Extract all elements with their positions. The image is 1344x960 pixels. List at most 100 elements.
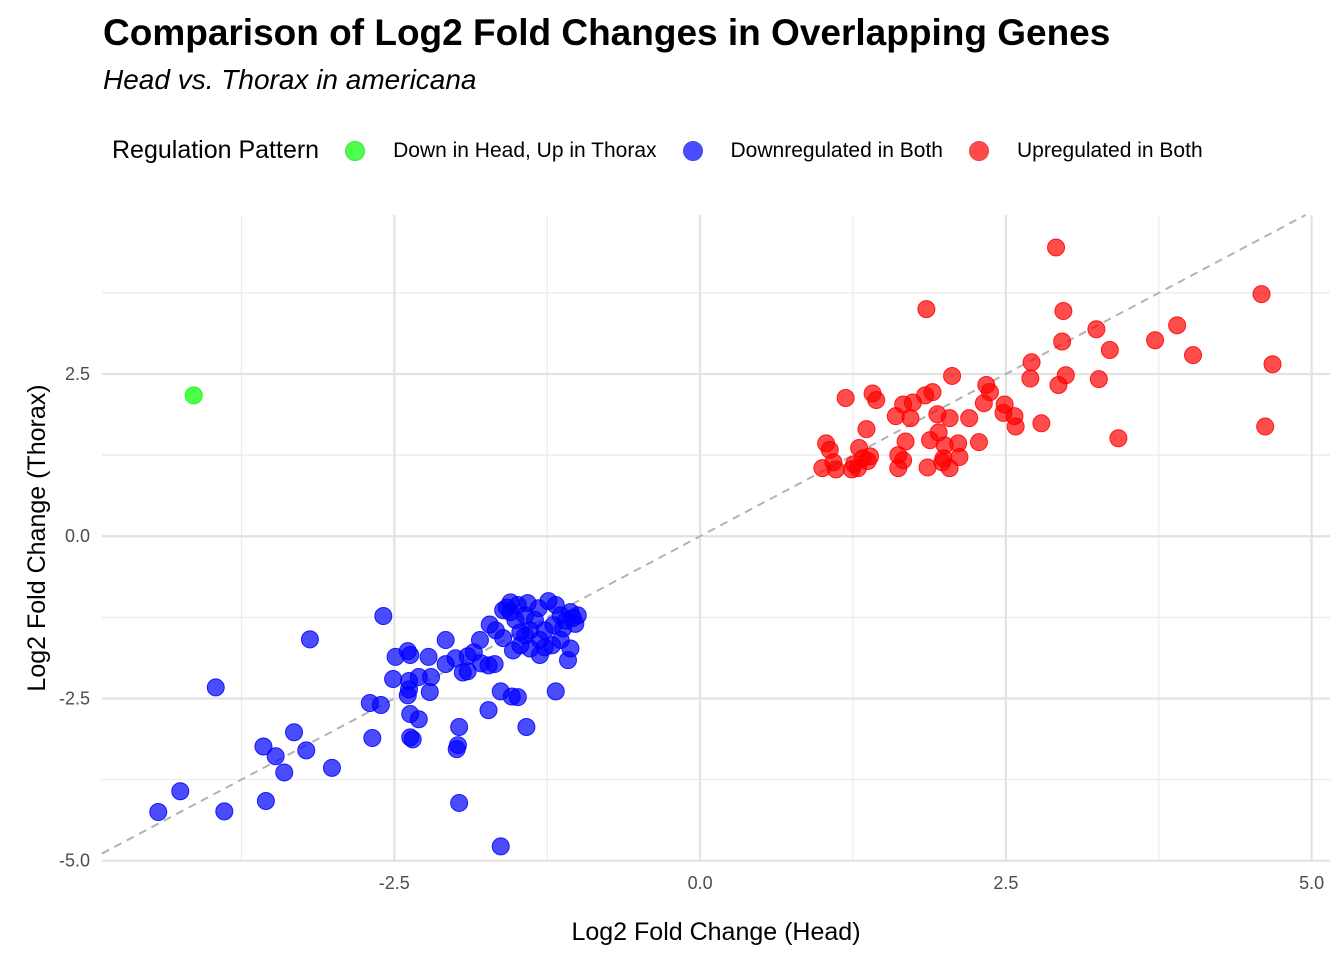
data-point: [901, 409, 920, 428]
data-point: [960, 409, 979, 428]
series-2: [813, 238, 1282, 479]
data-point: [171, 782, 190, 801]
data-point: [974, 394, 993, 413]
data-point: [943, 366, 962, 385]
chart-title: Comparison of Log2 Fold Changes in Overl…: [103, 12, 1111, 53]
data-point: [529, 599, 548, 618]
data-point: [969, 433, 988, 452]
data-point: [215, 802, 234, 821]
data-point: [401, 728, 420, 747]
data-point: [436, 631, 455, 650]
data-point: [374, 607, 393, 626]
data-point: [933, 453, 952, 472]
data-point: [398, 642, 417, 661]
data-point: [322, 758, 341, 777]
data-point: [285, 723, 304, 742]
data-point: [1049, 376, 1068, 395]
x-tick-label: 0.0: [688, 873, 713, 893]
legend: Regulation Pattern Down in Head, Up in T…: [112, 136, 1229, 165]
data-point: [511, 623, 530, 642]
series-0: [184, 386, 203, 405]
data-point: [409, 710, 428, 729]
x-tick-label: 2.5: [993, 873, 1018, 893]
data-point: [929, 423, 948, 442]
data-point: [450, 718, 469, 737]
data-point: [384, 669, 403, 688]
data-point: [889, 459, 908, 478]
data-point: [1006, 417, 1025, 436]
data-point: [1109, 429, 1128, 448]
x-tick-label: 5.0: [1299, 873, 1324, 893]
x-tick-label: -2.5: [379, 873, 410, 893]
data-point: [1047, 238, 1066, 257]
data-point: [546, 596, 565, 615]
y-tick-label: 2.5: [65, 364, 90, 384]
data-point: [1252, 285, 1271, 304]
y-axis-label: Log2 Fold Change (Thorax): [23, 384, 51, 691]
data-point: [256, 791, 275, 810]
data-point: [1022, 353, 1041, 372]
legend-item-down-up: Down in Head, Up in Thorax: [345, 139, 657, 163]
data-point: [254, 737, 273, 756]
data-point: [450, 793, 469, 812]
data-point: [491, 837, 510, 856]
data-point: [275, 763, 294, 782]
data-point: [1263, 355, 1282, 374]
data-point: [1087, 320, 1106, 339]
data-point: [420, 682, 439, 701]
data-point: [1256, 417, 1275, 436]
data-point: [1054, 302, 1073, 321]
data-point: [422, 668, 441, 687]
data-point: [470, 631, 489, 650]
data-point: [149, 803, 168, 822]
data-point: [566, 614, 585, 633]
legend-marker: [682, 140, 703, 161]
data-point: [517, 718, 536, 737]
data-point: [502, 687, 521, 706]
data-point: [1032, 414, 1051, 433]
data-point: [297, 741, 316, 760]
y-tick-label: -2.5: [59, 688, 90, 708]
data-point: [1053, 332, 1072, 351]
legend-marker: [345, 140, 366, 161]
data-point: [857, 420, 876, 439]
data-point: [561, 639, 580, 658]
data-point: [1168, 316, 1187, 335]
data-point: [1021, 369, 1040, 388]
data-point: [184, 386, 203, 405]
data-point: [940, 409, 959, 428]
data-point: [826, 460, 845, 479]
data-point: [1089, 370, 1108, 389]
data-point: [419, 647, 438, 666]
data-point: [848, 459, 867, 478]
data-point: [521, 639, 540, 658]
data-point: [836, 389, 855, 408]
data-point: [1184, 346, 1203, 365]
legend-title: Regulation Pattern: [112, 136, 320, 164]
y-tick-label: 0.0: [65, 526, 90, 546]
legend-marker: [969, 140, 989, 161]
data-point: [266, 747, 285, 766]
y-tick-label: -5.0: [59, 851, 90, 871]
data-point: [448, 736, 467, 755]
data-point: [1146, 331, 1165, 350]
data-point: [485, 655, 504, 674]
series-1: [149, 592, 587, 856]
data-point: [206, 678, 225, 697]
legend-item-down-both: Downregulated in Both: [682, 139, 943, 163]
data-point: [1100, 340, 1119, 359]
data-point: [300, 630, 319, 649]
data-point: [479, 701, 498, 720]
x-axis-label: Log2 Fold Change (Head): [571, 918, 860, 946]
legend-item-up-both: Upregulated in Both: [969, 139, 1203, 163]
data-point: [867, 390, 886, 409]
data-point: [371, 695, 390, 714]
chart-subtitle: Head vs. Thorax in americana: [103, 64, 477, 95]
data-point: [497, 598, 516, 617]
data-point: [546, 682, 565, 701]
data-point: [494, 629, 513, 648]
data-point: [363, 729, 382, 748]
data-point: [917, 300, 936, 319]
